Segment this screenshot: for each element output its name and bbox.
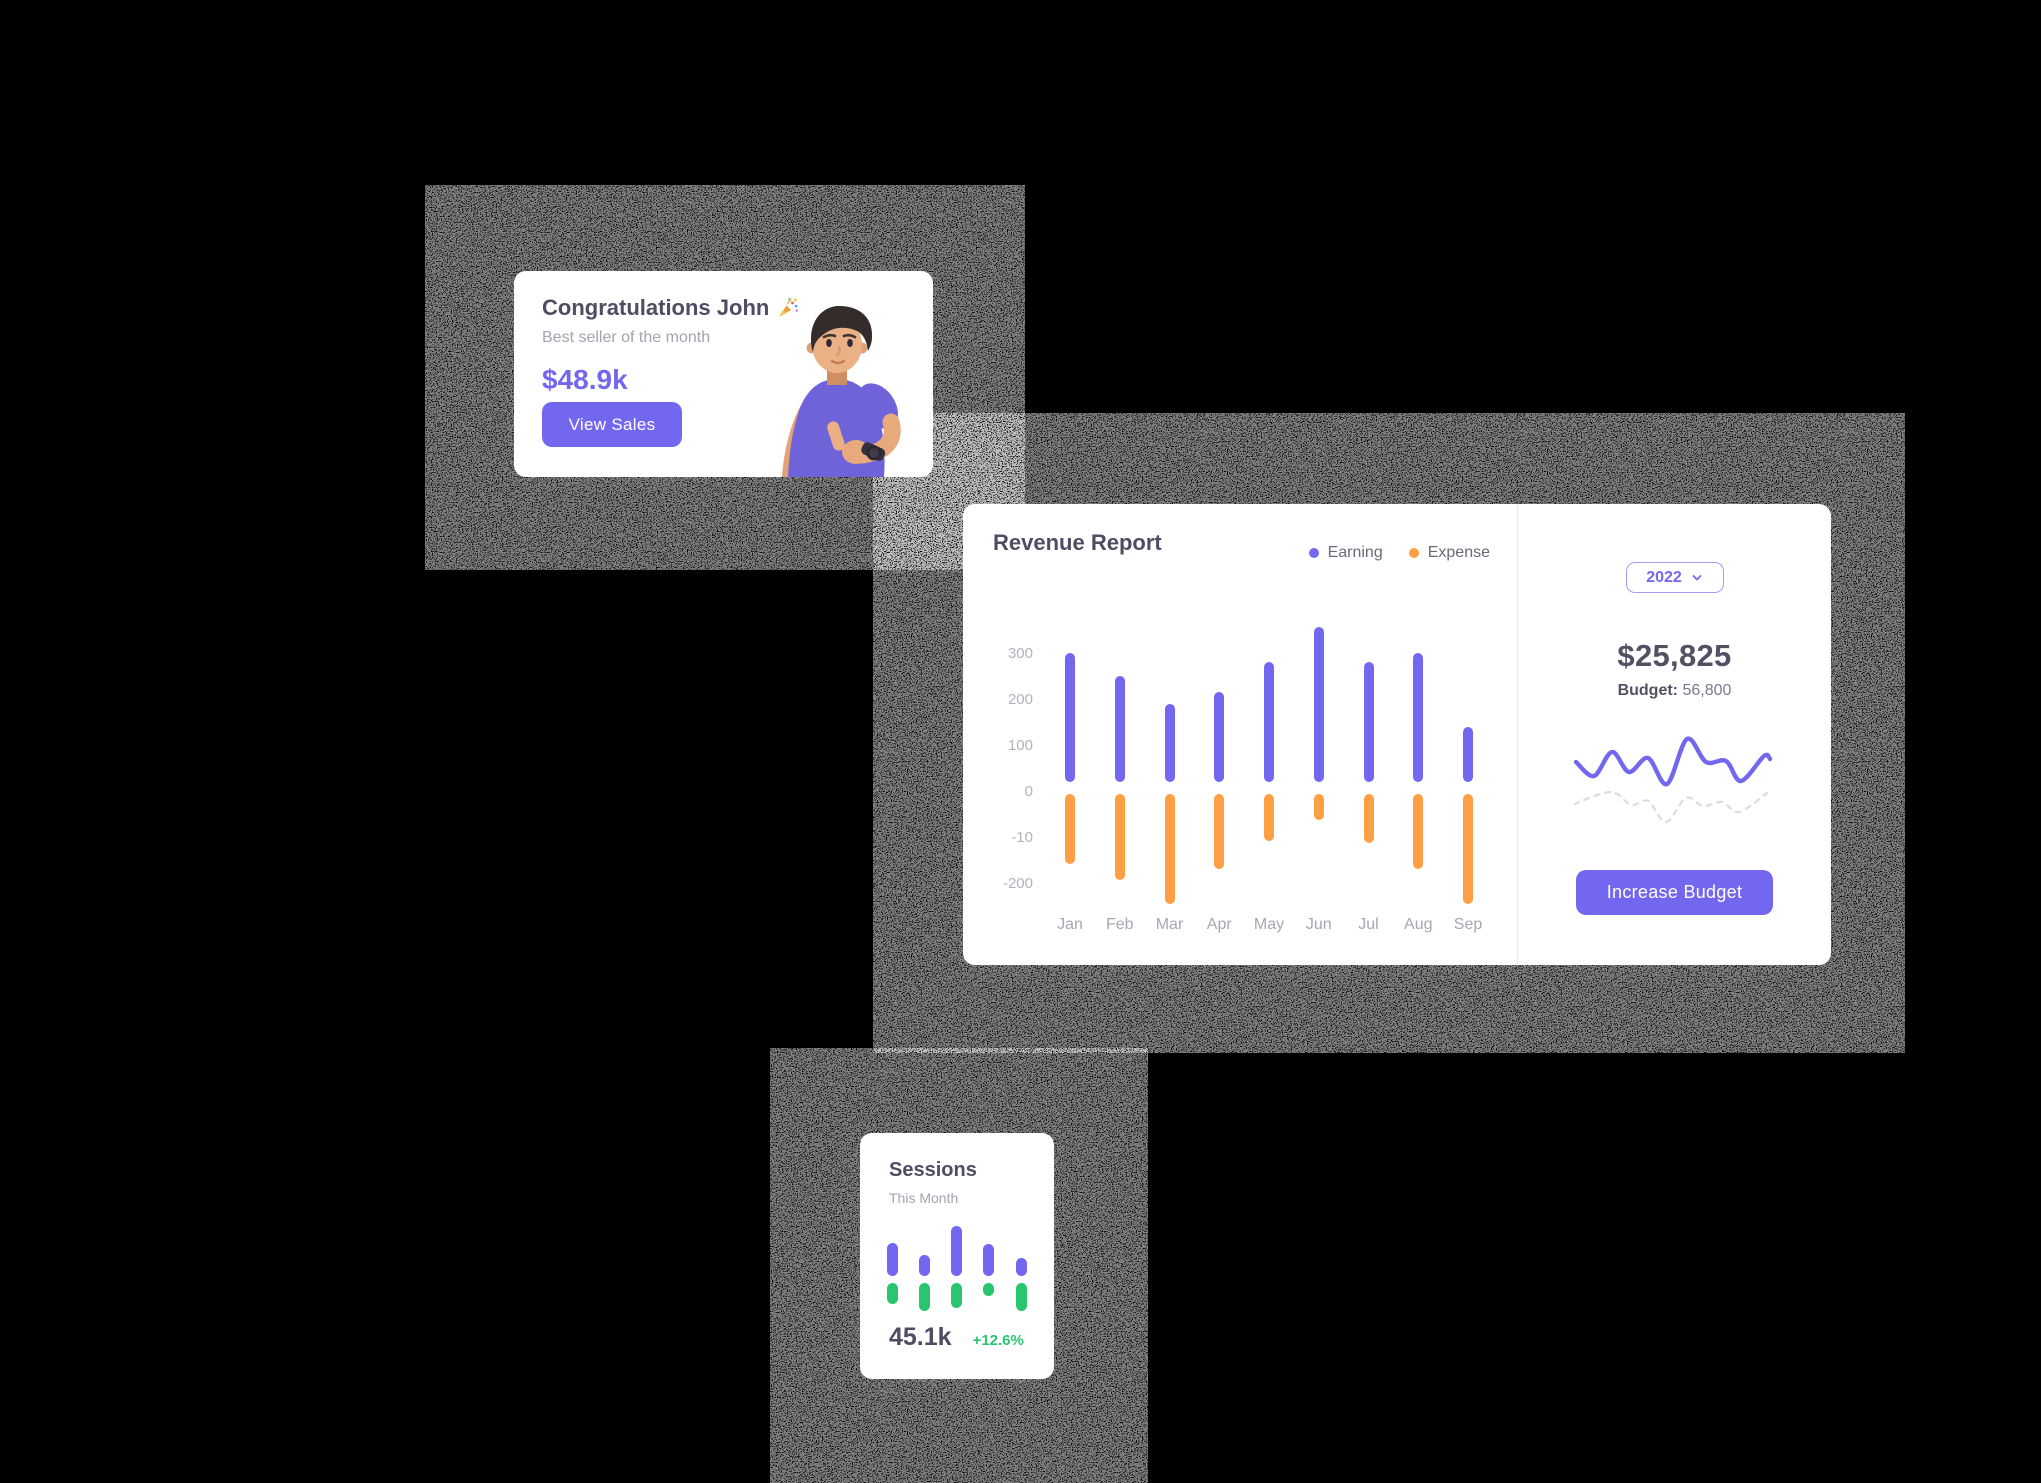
- year-dropdown[interactable]: 2022: [1625, 562, 1724, 593]
- increase-budget-button[interactable]: Increase Budget: [1576, 870, 1773, 915]
- legend-label: Expense: [1427, 544, 1490, 561]
- bar-expense-apr: [1214, 794, 1225, 869]
- bar-expense-jun: [1313, 794, 1324, 820]
- bar-earning-aug: [1413, 652, 1424, 782]
- x-axis-tick-apr: Apr: [1206, 916, 1232, 933]
- legend-item-expense: Expense: [1408, 544, 1490, 562]
- bar-expense-feb: [1114, 794, 1125, 881]
- sessions-bar-up: [983, 1244, 995, 1276]
- budget-sparkline-chart: [1574, 736, 1773, 824]
- sessions-bar-down: [1015, 1283, 1027, 1311]
- sessions-bar-down: [983, 1283, 995, 1296]
- sessions-card: Sessions This Month 45.1k +12.6%: [860, 1133, 1054, 1379]
- revenue-total: $25,825: [1617, 638, 1732, 673]
- vertical-divider: [1517, 504, 1518, 965]
- sessions-title: Sessions: [889, 1159, 977, 1181]
- legend-dot-icon: [1308, 548, 1319, 558]
- revenue-chart-section: Revenue Report Earning Expense 300 200 100 0…: [963, 504, 1517, 965]
- bar-expense-jan: [1065, 794, 1075, 865]
- x-axis-tick-aug: Aug: [1404, 916, 1433, 933]
- x-axis-tick-sep: Sep: [1453, 916, 1483, 933]
- bar-earning-may: [1264, 661, 1274, 782]
- party-popper-icon: [779, 298, 799, 317]
- x-axis-tick-jul: Jul: [1358, 916, 1379, 933]
- sessions-bar-up: [886, 1243, 898, 1276]
- x-axis-tick-jan: Jan: [1057, 916, 1083, 933]
- budget-section: 2022 $25,825 Budget: 56,800 Increase Bud…: [1518, 504, 1831, 965]
- year-dropdown-value: 2022: [1646, 568, 1682, 586]
- bar-expense-mar: [1164, 794, 1175, 904]
- bar-expense-aug: [1413, 794, 1424, 869]
- sales-amount: $48.9k: [542, 364, 628, 395]
- sessions-footer: 45.1k +12.6%: [889, 1323, 1024, 1352]
- sessions-subtitle: This Month: [889, 1190, 959, 1206]
- sessions-bar-up: [951, 1226, 962, 1276]
- budget-value: 56,800: [1682, 682, 1732, 699]
- sessions-bar-chart: [860, 1133, 1054, 1379]
- revenue-report-title: Revenue Report: [993, 530, 1162, 555]
- y-axis-tick: 0: [1024, 783, 1033, 800]
- sessions-bar-down: [918, 1283, 930, 1311]
- y-axis-tick: 200: [1007, 691, 1033, 708]
- sessions-value: 45.1k: [889, 1323, 952, 1351]
- sessions-bar-down: [951, 1283, 962, 1308]
- congratulations-title-text: Congratulations John: [542, 295, 770, 320]
- bar-earning-sep: [1463, 726, 1473, 782]
- budget-label: Budget:: [1617, 682, 1679, 699]
- revenue-legend: Earning Expense: [963, 544, 1490, 562]
- bar-expense-jul: [1363, 794, 1374, 844]
- congratulations-card: Congratulations John 🎉 Best seller of th…: [514, 271, 933, 477]
- sessions-bar-up: [918, 1255, 930, 1276]
- y-axis-tick: -200: [1002, 875, 1033, 892]
- sessions-bar-up: [1015, 1258, 1027, 1276]
- x-axis-tick-mar: Mar: [1155, 916, 1184, 933]
- character-illustration: [782, 306, 901, 477]
- bar-expense-may: [1264, 794, 1274, 841]
- sessions-bar-down: [886, 1283, 898, 1304]
- sessions-delta-badge: +12.6%: [972, 1332, 1024, 1349]
- bar-earning-jul: [1363, 661, 1374, 782]
- y-axis-tick: 300: [1007, 645, 1033, 662]
- x-axis-tick-feb: Feb: [1105, 916, 1134, 933]
- legend-item-earning: Earning: [1308, 544, 1383, 562]
- y-axis-tick: 100: [1007, 737, 1033, 754]
- chevron-down-icon: [1692, 574, 1702, 580]
- congratulations-subtitle: Best seller of the month: [542, 329, 711, 346]
- view-sales-button[interactable]: View Sales: [542, 402, 682, 447]
- bar-earning-jan: [1065, 652, 1075, 782]
- x-axis-tick-jun: Jun: [1305, 916, 1332, 933]
- legend-dot-icon: [1408, 548, 1419, 558]
- bar-earning-mar: [1164, 703, 1175, 782]
- bar-earning-jun: [1313, 626, 1324, 782]
- x-axis-tick-may: May: [1253, 916, 1285, 933]
- actual-line: [1574, 736, 1773, 787]
- budget-line: Budget: 56,800: [1518, 682, 1831, 700]
- bar-expense-sep: [1463, 794, 1473, 904]
- revenue-report-card: Revenue Report Earning Expense 300 200 100 0…: [963, 504, 1831, 965]
- congratulations-title: Congratulations John 🎉: [542, 295, 800, 321]
- revenue-bar-chart: 300 200 100 0 -10 -200 Jan Feb Mar Apr May Jun Jul Au…: [963, 504, 1517, 965]
- bar-earning-apr: [1214, 692, 1225, 782]
- legend-label: Earning: [1327, 544, 1383, 561]
- budget-dashed-line: [1574, 790, 1769, 824]
- bar-earning-feb: [1114, 675, 1125, 782]
- y-axis-tick: -10: [1011, 829, 1033, 846]
